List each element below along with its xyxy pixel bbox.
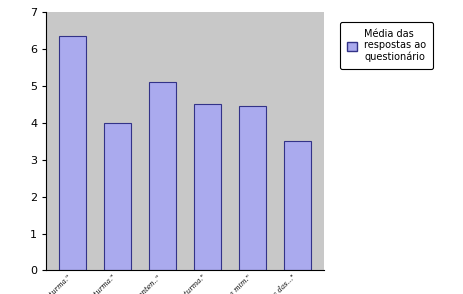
Bar [59, 36, 86, 270]
Bar [104, 123, 131, 270]
Bar [194, 104, 221, 270]
Bar [284, 141, 312, 270]
Legend: Média das
respostas ao
questionário: Média das respostas ao questionário [340, 22, 433, 69]
Bar [239, 106, 266, 270]
Bar [149, 82, 176, 270]
